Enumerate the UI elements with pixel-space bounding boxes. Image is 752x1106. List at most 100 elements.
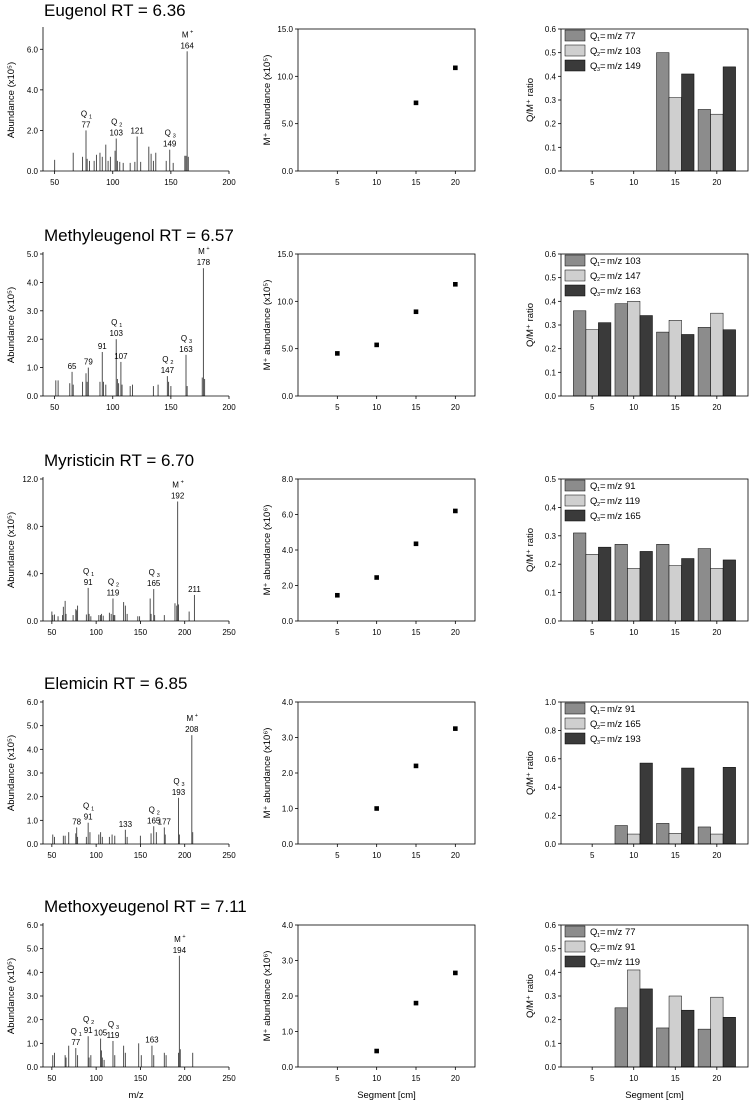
peak-value: 165 bbox=[147, 816, 161, 825]
legend-equals: = bbox=[600, 511, 606, 522]
legend-swatch bbox=[564, 509, 586, 522]
legend-q-index: 3 bbox=[597, 740, 600, 746]
y-axis-label: Q/M⁺ ratio bbox=[525, 528, 536, 572]
compound-title: Eugenol RT = 6.36 bbox=[44, 1, 186, 20]
peak-value: 149 bbox=[163, 140, 177, 149]
data-point bbox=[335, 592, 340, 598]
x-tick-label: 200 bbox=[222, 178, 236, 187]
peak-value: 91 bbox=[84, 813, 93, 822]
ratio-bar bbox=[722, 329, 736, 397]
y-tick-label: 0.2 bbox=[545, 560, 557, 569]
ratio-bar bbox=[710, 996, 724, 1068]
legend-q: Q bbox=[590, 719, 597, 730]
x-tick-label: 250 bbox=[222, 1074, 236, 1083]
legend-entry: Q 1 = m/z 91 bbox=[564, 479, 636, 493]
peak-ion-sub: 1 bbox=[89, 114, 92, 120]
peak-ion-sub: 3 bbox=[157, 573, 160, 579]
data-point bbox=[453, 970, 458, 976]
peak-label: 79 bbox=[84, 358, 93, 367]
ratio-bar bbox=[627, 301, 641, 397]
y-axis-label: Q/M⁺ ratio bbox=[525, 78, 536, 122]
peak-label: 163 bbox=[145, 1036, 159, 1045]
x-tick-label: 5 bbox=[590, 178, 595, 187]
legend-q: Q bbox=[590, 942, 597, 953]
peak-value: 163 bbox=[179, 345, 193, 354]
y-tick-label: 0.0 bbox=[545, 840, 557, 849]
legend-q-index: 1 bbox=[597, 710, 600, 716]
y-tick-label: 0.5 bbox=[545, 274, 557, 283]
y-tick-label: 4.0 bbox=[27, 570, 39, 579]
x-tick-label: 5 bbox=[590, 851, 595, 860]
x-tick-label: 50 bbox=[47, 851, 56, 860]
ratio-bar bbox=[710, 113, 724, 172]
y-tick-label: 6.0 bbox=[27, 921, 39, 930]
y-tick-label: 0.5 bbox=[545, 49, 557, 58]
peak-value: 79 bbox=[84, 358, 93, 367]
x-tick-label: 15 bbox=[412, 178, 421, 187]
ratio-bar bbox=[639, 988, 653, 1068]
peak-label: 163 Q 3 bbox=[179, 334, 193, 354]
row-3: Myristicin RT = 6.700.04.08.012.050 100 15… bbox=[6, 451, 749, 637]
y-tick-label: 5.0 bbox=[27, 945, 39, 954]
y-tick-label: 4.0 bbox=[282, 698, 294, 707]
peak-ion-label: Q bbox=[83, 1015, 89, 1024]
y-tick-label: 0.8 bbox=[545, 726, 557, 735]
legend-q-index: 1 bbox=[597, 262, 600, 268]
legend-q: Q bbox=[590, 61, 597, 72]
mass-spectrum-chart: 0.0 1.0 2.0 3.0 4.0 5.0 50 100 150 200 Abundance (… bbox=[6, 246, 236, 412]
legend-swatch bbox=[564, 925, 586, 938]
peak-label: 78 bbox=[72, 817, 81, 826]
x-tick-label: 250 bbox=[222, 851, 236, 860]
peak-value: 164 bbox=[180, 41, 194, 50]
legend-swatch bbox=[564, 717, 586, 730]
legend-q: Q bbox=[590, 286, 597, 297]
ratio-bar bbox=[710, 833, 724, 845]
x-tick-label: 200 bbox=[178, 1074, 192, 1083]
peak-ion-label: Q bbox=[173, 777, 179, 786]
x-tick-label: 15 bbox=[671, 851, 680, 860]
x-tick-label: 100 bbox=[106, 178, 120, 187]
peak-ion-sub: 2 bbox=[91, 1020, 94, 1026]
legend-q: Q bbox=[590, 31, 597, 42]
ratio-bar bbox=[697, 327, 711, 397]
plot-frame bbox=[297, 924, 476, 1068]
peak-ion-label: Q bbox=[111, 318, 117, 327]
peak-value: 91 bbox=[98, 342, 107, 351]
legend-swatch bbox=[564, 479, 586, 492]
legend-entry: Q 2 = m/z 147 bbox=[564, 269, 641, 283]
x-tick-label: 20 bbox=[451, 851, 460, 860]
data-point bbox=[413, 100, 419, 106]
y-tick-label: 0.3 bbox=[545, 532, 557, 541]
ratio-bar bbox=[722, 559, 736, 622]
y-tick-label: 12.0 bbox=[22, 475, 38, 484]
y-axis-label: Q/M⁺ ratio bbox=[525, 303, 536, 347]
x-tick-label: 100 bbox=[106, 403, 120, 412]
plot-frame bbox=[560, 701, 749, 845]
legend-equals: = bbox=[600, 61, 606, 72]
legend-q-index: 3 bbox=[597, 517, 600, 523]
peak-label: 91 Q 2 bbox=[83, 1015, 94, 1035]
y-axis-label: Q/M⁺ ratio bbox=[525, 751, 536, 795]
legend-q: Q bbox=[590, 271, 597, 282]
x-tick-label: 100 bbox=[89, 1074, 103, 1083]
peak-ion-label: Q bbox=[165, 129, 171, 138]
x-tick-label: 20 bbox=[451, 628, 460, 637]
y-tick-label: 10.0 bbox=[277, 297, 293, 306]
y-tick-label: 2.0 bbox=[27, 1016, 39, 1025]
x-tick-label: 15 bbox=[671, 628, 680, 637]
y-tick-label: 0.3 bbox=[545, 321, 557, 330]
peak-value: 192 bbox=[171, 491, 185, 500]
legend-entry: Q 2 = m/z 165 bbox=[564, 717, 641, 731]
peak-ion-label: M bbox=[182, 30, 189, 39]
x-tick-label: 150 bbox=[164, 178, 178, 187]
y-tick-label: 5.0 bbox=[282, 345, 294, 354]
y-tick-label: 3.0 bbox=[282, 734, 294, 743]
y-tick-label: 0.0 bbox=[27, 392, 39, 401]
legend-equals: = bbox=[600, 704, 606, 715]
y-tick-label: 6.0 bbox=[27, 698, 39, 707]
legend-equals: = bbox=[600, 46, 606, 57]
y-tick-label: 2.0 bbox=[27, 126, 39, 135]
legend-equals: = bbox=[600, 957, 606, 968]
y-tick-label: 6.0 bbox=[282, 511, 294, 520]
peak-value: 107 bbox=[114, 352, 128, 361]
